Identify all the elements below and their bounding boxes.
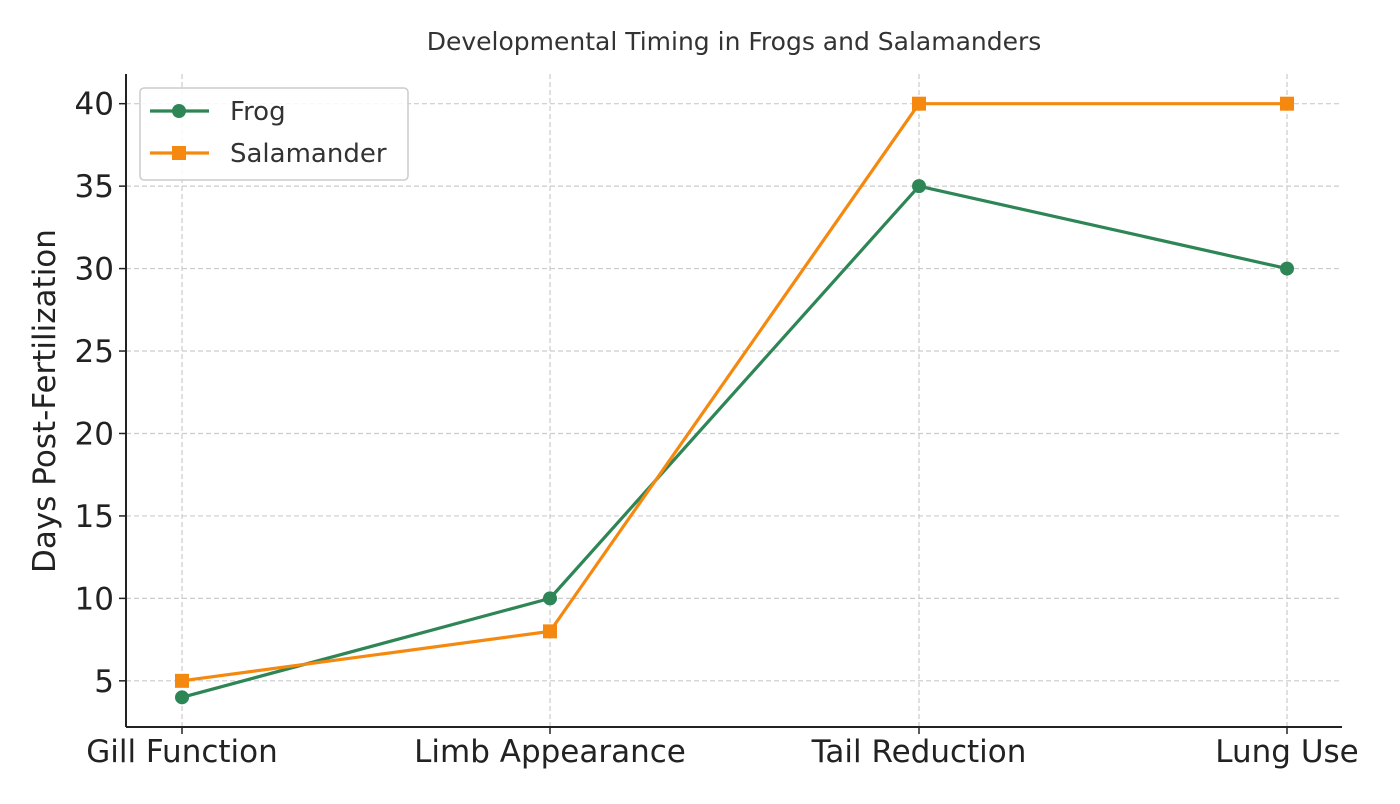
series-frog (175, 179, 1294, 705)
legend-label-salamander: Salamander (230, 139, 387, 169)
x-tick-label: Limb Appearance (414, 734, 686, 770)
salamander-data-point (1280, 96, 1294, 111)
series-lines (175, 96, 1294, 705)
x-tick-label: Gill Function (86, 734, 278, 770)
salamander-data-point (543, 624, 557, 639)
legend: Frog Salamander (139, 87, 409, 181)
y-tick-label: 20 (75, 416, 114, 452)
salamander-data-point (175, 673, 189, 688)
y-tick-label: 25 (75, 334, 114, 370)
series-salamander (175, 96, 1294, 688)
frog-data-point (912, 179, 926, 194)
frog-line (181, 184, 1288, 699)
frog-data-point (1280, 261, 1294, 276)
legend-marker-salamander (172, 146, 186, 160)
axes (119, 74, 1342, 734)
frog-data-point (175, 690, 189, 705)
y-axis-label: Days Post-Fertilization (27, 229, 63, 573)
salamander-data-point (912, 96, 926, 111)
grid-lines (126, 74, 1342, 727)
tick-labels: 5 10 15 20 25 30 35 40 Gill Function Limb Appeara… (75, 87, 1359, 770)
y-tick-label: 30 (75, 252, 114, 288)
x-tick-label: Tail Reduction (811, 734, 1027, 770)
x-tick-label: Lung Use (1215, 734, 1358, 770)
y-tick-label: 40 (75, 87, 114, 123)
legend-marker-frog (172, 104, 186, 118)
y-tick-label: 10 (75, 581, 114, 617)
legend-label-frog: Frog (230, 97, 286, 127)
salamander-line (181, 102, 1287, 683)
y-tick-label: 5 (94, 664, 114, 700)
frog-data-point (543, 591, 557, 606)
chart-title: Developmental Timing in Frogs and Salama… (427, 27, 1042, 56)
y-tick-label: 15 (75, 499, 114, 535)
y-tick-label: 35 (75, 169, 114, 205)
